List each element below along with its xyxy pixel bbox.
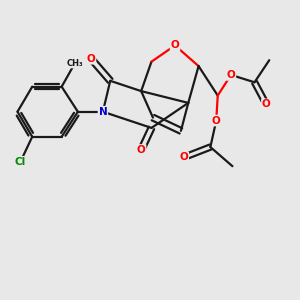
Text: O: O [87,54,95,64]
Text: O: O [137,145,146,155]
Text: O: O [262,99,271,110]
Text: N: N [98,107,107,117]
Text: O: O [226,70,235,80]
Text: O: O [179,152,188,162]
Text: CH₃: CH₃ [67,58,83,68]
Text: Cl: Cl [15,157,26,167]
Text: O: O [212,116,220,126]
Text: O: O [171,40,179,50]
